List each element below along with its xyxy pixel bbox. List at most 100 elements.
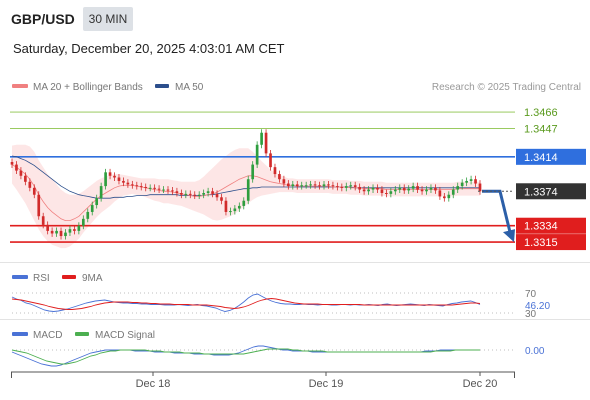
macd-legend-label: MACD xyxy=(33,330,62,341)
research-credit: Research © 2025 Trading Central xyxy=(432,82,581,93)
candle-body xyxy=(358,186,361,190)
macd-legend-swatch xyxy=(12,332,28,336)
candle-body xyxy=(193,194,197,196)
candle-body xyxy=(117,177,121,181)
time-axis: Dec 18 Dec 19 Dec 20 xyxy=(11,371,515,390)
candle-body xyxy=(162,189,165,191)
candle-body xyxy=(153,187,156,189)
candle-body xyxy=(282,179,286,184)
candle-body xyxy=(139,186,143,188)
candle-body xyxy=(81,218,85,226)
candle-body xyxy=(86,211,90,219)
macd-signal-legend-label: MACD Signal xyxy=(95,330,155,341)
candle-body xyxy=(291,184,295,187)
candle-body xyxy=(438,190,442,197)
last-price-level-label: 1.3374 xyxy=(524,186,558,198)
candle-body xyxy=(77,225,81,231)
candle-body xyxy=(10,162,14,165)
candle-body xyxy=(451,189,455,195)
candle-body xyxy=(108,172,112,176)
candle-body xyxy=(188,193,192,195)
candle-body xyxy=(340,186,344,188)
candle-body xyxy=(318,185,321,187)
candle-body xyxy=(215,193,219,198)
main-price-pane: 1.3466 1.3447 1.3414 1.3374 1.3334 1.3315 xyxy=(10,107,586,251)
candle-body xyxy=(197,194,201,196)
candle-body xyxy=(456,186,460,190)
support-level-tag xyxy=(516,234,586,251)
candle-body xyxy=(336,186,339,188)
support-level-label: 1.3334 xyxy=(524,221,558,233)
candle-body xyxy=(447,194,451,199)
ma50-legend-label: MA 50 xyxy=(175,82,204,93)
candle-body xyxy=(251,164,255,180)
candle-body xyxy=(255,144,259,165)
candle-body xyxy=(344,186,348,188)
bollinger-band xyxy=(12,144,480,249)
ma20-line xyxy=(11,164,480,221)
candle-body xyxy=(474,179,477,184)
support-level-label: 1.3315 xyxy=(524,237,558,249)
candle-body xyxy=(224,200,228,212)
candle-body xyxy=(393,189,397,192)
macd-pane: MACD MACD Signal 0.00 xyxy=(11,330,545,367)
ma20-legend-swatch xyxy=(12,84,28,88)
candle-body xyxy=(460,182,464,187)
main-legend: MA 20 + Bollinger Bands MA 50 Research ©… xyxy=(12,82,581,93)
candle-body xyxy=(300,185,304,187)
candle-body xyxy=(32,187,36,195)
candle-body xyxy=(206,191,210,193)
candle-body xyxy=(443,196,446,199)
candle-body xyxy=(24,175,27,182)
candle-body xyxy=(211,191,214,194)
candle-body xyxy=(15,164,18,171)
candle-body xyxy=(309,184,312,186)
forecast-arrow-head xyxy=(503,229,515,243)
candle-body xyxy=(398,187,402,190)
candle-body xyxy=(202,193,205,195)
candle-body xyxy=(407,188,411,191)
candle-body xyxy=(171,190,174,192)
candle-body xyxy=(478,183,482,192)
candle-body xyxy=(122,180,125,183)
candle-body xyxy=(28,181,32,188)
rsi-legend-label: RSI xyxy=(33,273,50,284)
time-axis-label: Dec 20 xyxy=(463,378,498,390)
datetime-label: Saturday, December 20, 2025 4:03:01 AM C… xyxy=(13,41,285,56)
candle-body xyxy=(144,186,148,188)
ma20-legend-label: MA 20 + Bollinger Bands xyxy=(33,82,143,93)
rsi-line xyxy=(11,293,481,312)
candle-body xyxy=(287,183,290,187)
timeframe-badge[interactable]: 30 MIN xyxy=(83,7,133,31)
candle-body xyxy=(295,184,299,187)
candle-body xyxy=(64,232,67,237)
support-level-tag xyxy=(516,217,586,234)
candle-body xyxy=(90,205,94,212)
candle-body xyxy=(371,187,375,190)
pivot-level-label: 1.3414 xyxy=(524,152,558,164)
candle-body xyxy=(104,172,107,187)
candle-body xyxy=(99,186,103,199)
rsi-legend-swatch xyxy=(12,275,28,279)
candle-body xyxy=(242,200,246,206)
candle-body xyxy=(233,208,237,212)
candle-body xyxy=(157,188,161,190)
candle-body xyxy=(380,189,384,193)
candle-body xyxy=(353,185,357,187)
macd-signal-legend-swatch xyxy=(75,332,89,336)
candle-body xyxy=(331,185,335,187)
target-level-label: 1.3447 xyxy=(524,123,558,135)
rsi-level-label: 30 xyxy=(525,309,537,320)
pivot-level-tag xyxy=(516,148,586,165)
candle-body xyxy=(237,205,241,209)
candle-body xyxy=(420,189,424,192)
candle-body xyxy=(180,193,183,195)
candle-body xyxy=(469,179,473,181)
candle-body xyxy=(425,189,428,192)
time-axis-label: Dec 19 xyxy=(309,378,344,390)
candle-body xyxy=(246,179,250,201)
candle-body xyxy=(362,189,366,192)
